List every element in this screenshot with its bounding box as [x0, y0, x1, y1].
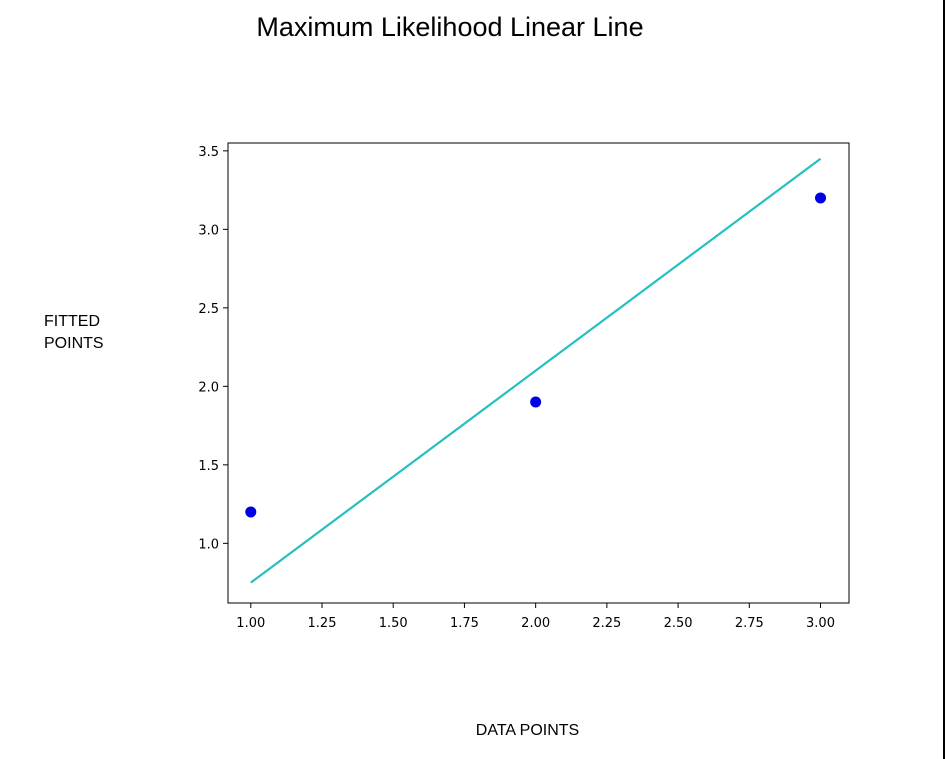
y-tick-label: 3.0 [198, 223, 219, 238]
x-tick-label: 1.00 [236, 616, 265, 631]
x-tick-label: 2.00 [521, 616, 550, 631]
x-tick-label: 1.25 [308, 616, 337, 631]
x-tick-label: 1.50 [379, 616, 408, 631]
axes-frame [227, 142, 850, 604]
y-tick-label: 1.5 [198, 459, 219, 474]
x-tick-label: 2.75 [735, 616, 764, 631]
y-tick-label: 3.5 [198, 145, 219, 160]
y-axis-label-line-2: POINTS [44, 335, 104, 352]
fitted-line [250, 157, 822, 584]
chart-title: Maximum Likelihood Linear Line [256, 12, 644, 42]
y-axis-label: FITTED POINTS [44, 311, 104, 355]
y-axis-label-line-1: FITTED [44, 313, 100, 330]
data-point [245, 506, 257, 518]
data-point [530, 396, 542, 408]
y-tick-label: 2.5 [198, 302, 219, 317]
y-tick-label: 1.0 [198, 537, 219, 552]
x-tick-label: 3.00 [806, 616, 835, 631]
x-tick-label: 1.75 [450, 616, 479, 631]
data-point [815, 192, 827, 204]
y-tick-label: 2.0 [198, 380, 219, 395]
x-tick-label: 2.25 [592, 616, 621, 631]
page-right-border [943, 0, 945, 759]
x-tick-label: 2.50 [664, 616, 693, 631]
x-axis-label: DATA POINTS [475, 722, 580, 739]
